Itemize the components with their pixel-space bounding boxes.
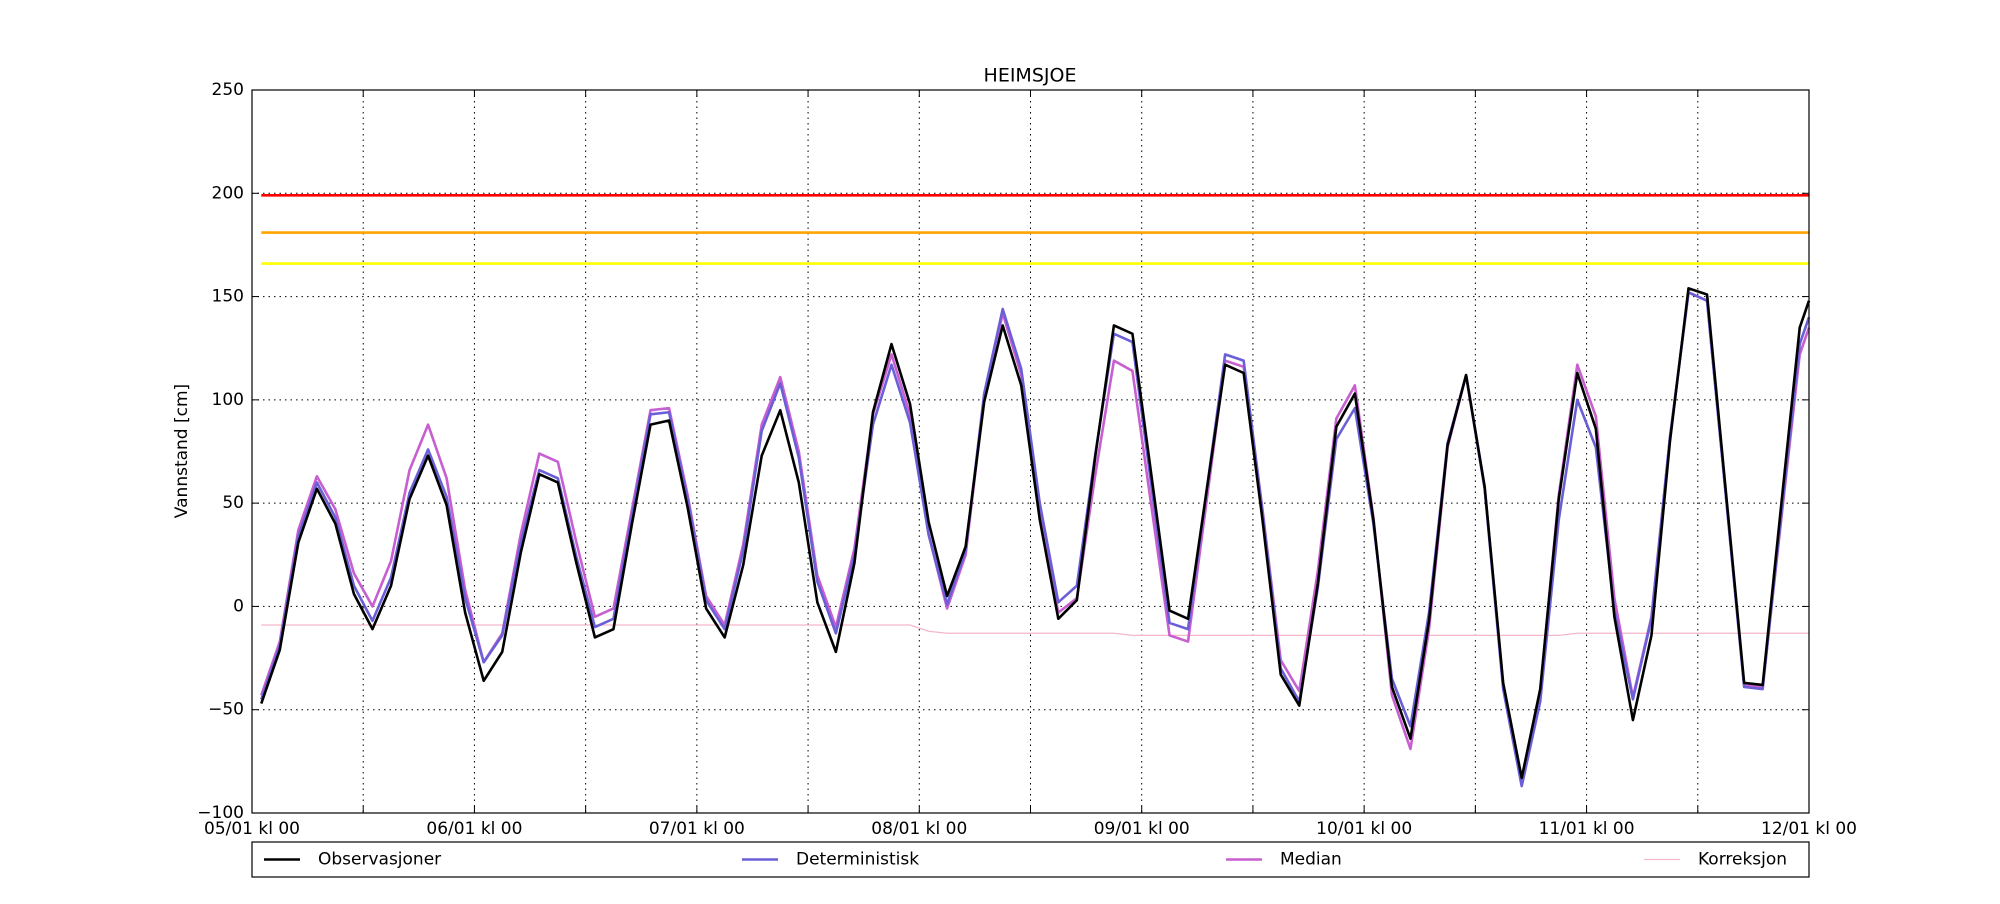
legend-label: Median (1280, 850, 1342, 870)
y-tick-label: −50 (208, 700, 244, 720)
x-tick-label: 07/01 kl 00 (649, 819, 745, 839)
y-tick-label: 250 (212, 80, 244, 100)
x-tick-label: 06/01 kl 00 (426, 819, 522, 839)
y-tick-label: 50 (222, 493, 244, 513)
x-tick-label: 05/01 kl 00 (204, 819, 300, 839)
y-tick-label: 100 (212, 390, 244, 410)
y-tick-label: 150 (212, 287, 244, 307)
y-axis-label: Vannstand [cm] (172, 384, 192, 518)
series-line (260, 291, 1811, 788)
x-tick-label: 08/01 kl 00 (871, 819, 967, 839)
x-tick-label: 12/01 kl 00 (1761, 819, 1857, 839)
legend-label: Deterministisk (796, 850, 919, 870)
y-tick-label: −100 (197, 803, 244, 823)
series-line (260, 287, 1811, 780)
x-tick-label: 09/01 kl 00 (1094, 819, 1190, 839)
legend-label: Observasjoner (318, 850, 441, 870)
plot-frame (251, 89, 1810, 814)
legend-label: Korreksjon (1698, 850, 1787, 870)
x-tick-label: 10/01 kl 00 (1316, 819, 1412, 839)
series-line (261, 624, 1809, 636)
chart-title: HEIMSJOE (984, 65, 1077, 87)
x-tick-label: 11/01 kl 00 (1539, 819, 1635, 839)
series-line (260, 291, 1811, 784)
legend-box (251, 841, 1810, 878)
y-tick-label: 200 (212, 183, 244, 203)
y-tick-label: 0 (233, 596, 244, 616)
